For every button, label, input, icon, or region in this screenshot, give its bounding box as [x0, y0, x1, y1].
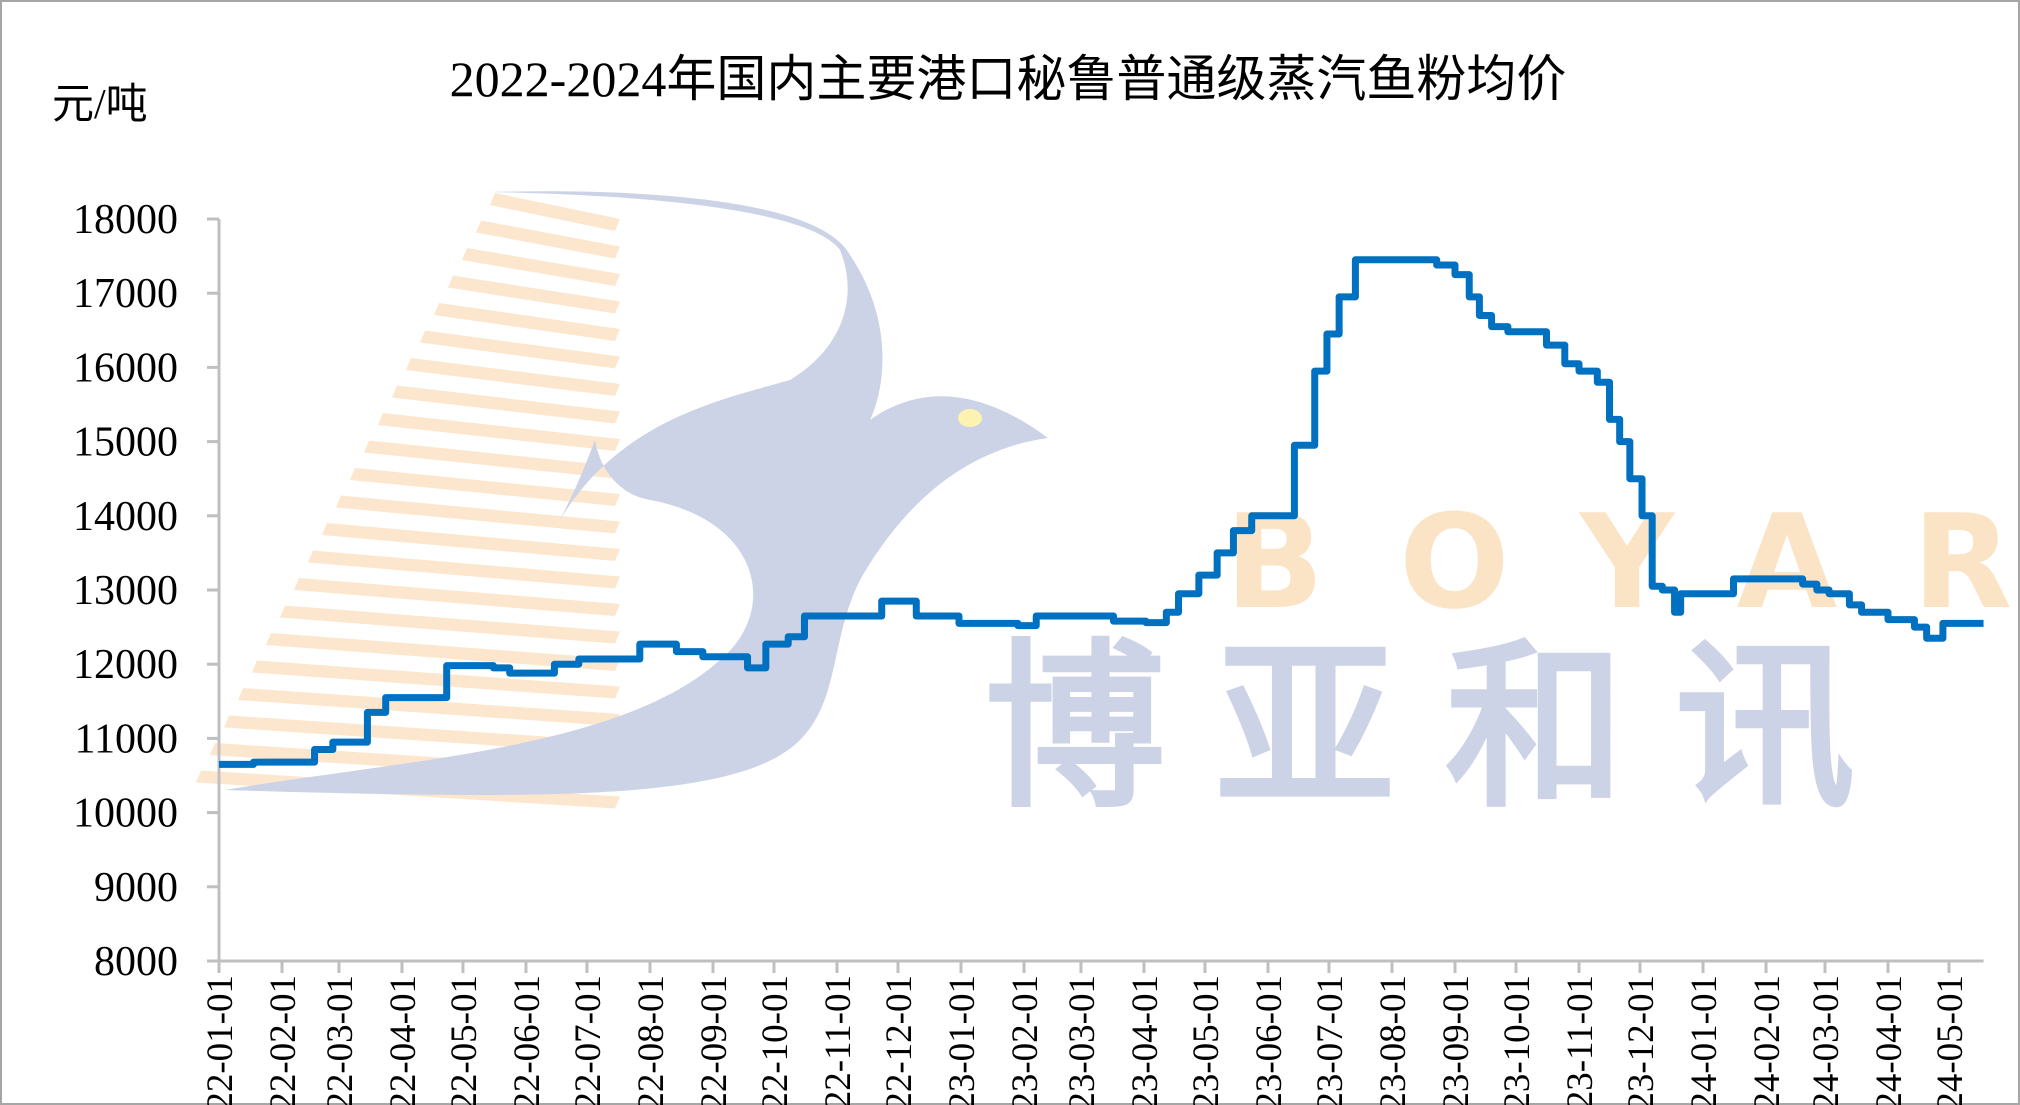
x-tick-label: 2023-11-01 [1560, 975, 1601, 1105]
watermark-stripe [280, 605, 620, 644]
x-tick-label: 2022-09-01 [694, 975, 735, 1105]
x-tick-label: 2024-03-01 [1806, 975, 1847, 1105]
y-tick-label: 8000 [94, 939, 178, 985]
watermark-stripe [350, 468, 620, 506]
watermark-bird-eye [958, 409, 982, 427]
y-tick-label: 12000 [73, 642, 178, 688]
watermark-stripe [490, 193, 620, 231]
x-tick-label: 2022-04-01 [383, 975, 424, 1105]
y-tick-label: 11000 [75, 716, 178, 762]
x-tick-label: 2024-01-01 [1684, 975, 1725, 1105]
watermark-stripe [434, 303, 620, 341]
y-tick-label: 14000 [73, 494, 178, 540]
x-tick-label: 2024-02-01 [1747, 975, 1788, 1105]
x-tick-label: 2023-04-01 [1125, 975, 1166, 1105]
x-tick-label: 2023-02-01 [1005, 975, 1046, 1105]
watermark-stripe [364, 440, 620, 479]
watermark-stripe [322, 523, 620, 561]
y-tick-label: 13000 [73, 568, 178, 614]
x-tick-label: 2022-07-01 [568, 975, 609, 1105]
watermark-stripe [378, 413, 620, 451]
x-tick-label: 2022-10-01 [755, 975, 796, 1105]
x-tick-label: 2024-05-01 [1930, 975, 1971, 1105]
watermark-stripe [252, 660, 620, 699]
x-tick-label: 2022-08-01 [631, 975, 672, 1105]
watermark: BOYAR 博亚和讯 [196, 191, 2020, 833]
watermark-stripe [420, 330, 620, 369]
x-tick-label: 2023-09-01 [1436, 975, 1477, 1105]
x-tick-label: 2023-10-01 [1497, 975, 1538, 1105]
y-tick-label: 10000 [73, 791, 178, 837]
x-tick-label: 2023-01-01 [942, 975, 983, 1105]
y-tick-label: 17000 [73, 271, 178, 317]
watermark-stripes [196, 193, 620, 809]
x-tick-label: 2023-06-01 [1249, 975, 1290, 1105]
x-tick-label: 2022-05-01 [444, 975, 485, 1105]
y-axis-unit-label: 元/吨 [52, 82, 148, 128]
watermark-stripe [336, 495, 620, 534]
watermark-stripe [406, 358, 620, 396]
watermark-stripe [448, 275, 620, 314]
watermark-bird [225, 191, 1048, 795]
x-tick-label: 2022-02-01 [263, 975, 304, 1105]
x-tick-label: 2024-04-01 [1869, 975, 1910, 1105]
y-tick-label: 18000 [73, 197, 178, 243]
x-axis: 2022-01-01 2022-02-01 2022-03-01 2022-04-01… [200, 959, 1984, 1105]
x-tick-label: 2023-07-01 [1310, 975, 1351, 1105]
watermark-stripe [476, 220, 620, 259]
x-tick-label: 2023-12-01 [1621, 975, 1662, 1105]
x-tick-label: 2023-08-01 [1373, 975, 1414, 1105]
x-tick-label: 2022-11-01 [818, 975, 859, 1105]
watermark-latin: BOYAR [1225, 486, 2020, 638]
watermark-chinese: 博亚和讯 [985, 624, 1905, 833]
chart-title: 2022-2024年国内主要港口秘鲁普通级蒸汽鱼粉均价 [450, 51, 1567, 107]
x-tick-label: 2022-06-01 [507, 975, 548, 1105]
series-line [219, 256, 1984, 768]
watermark-stripe [266, 633, 620, 671]
watermark-stripe [392, 385, 620, 424]
watermark-stripe [308, 550, 620, 589]
x-tick-label: 2023-05-01 [1186, 975, 1227, 1105]
y-tick-label: 15000 [73, 420, 178, 466]
y-tick-label: 16000 [73, 345, 178, 391]
watermark-stripe [238, 688, 620, 726]
x-tick-label: 2023-03-01 [1062, 975, 1103, 1105]
x-tick-label: 2022-12-01 [879, 975, 920, 1105]
watermark-stripe [462, 248, 620, 286]
y-tick-label: 9000 [94, 865, 178, 911]
x-tick-label: 2022-01-01 [200, 975, 241, 1105]
x-tick-label: 2022-03-01 [320, 975, 361, 1105]
y-axis: 8000 9000 10000 11000 12000 13000 14000 15000 16… [73, 197, 221, 985]
watermark-stripe [294, 578, 620, 616]
